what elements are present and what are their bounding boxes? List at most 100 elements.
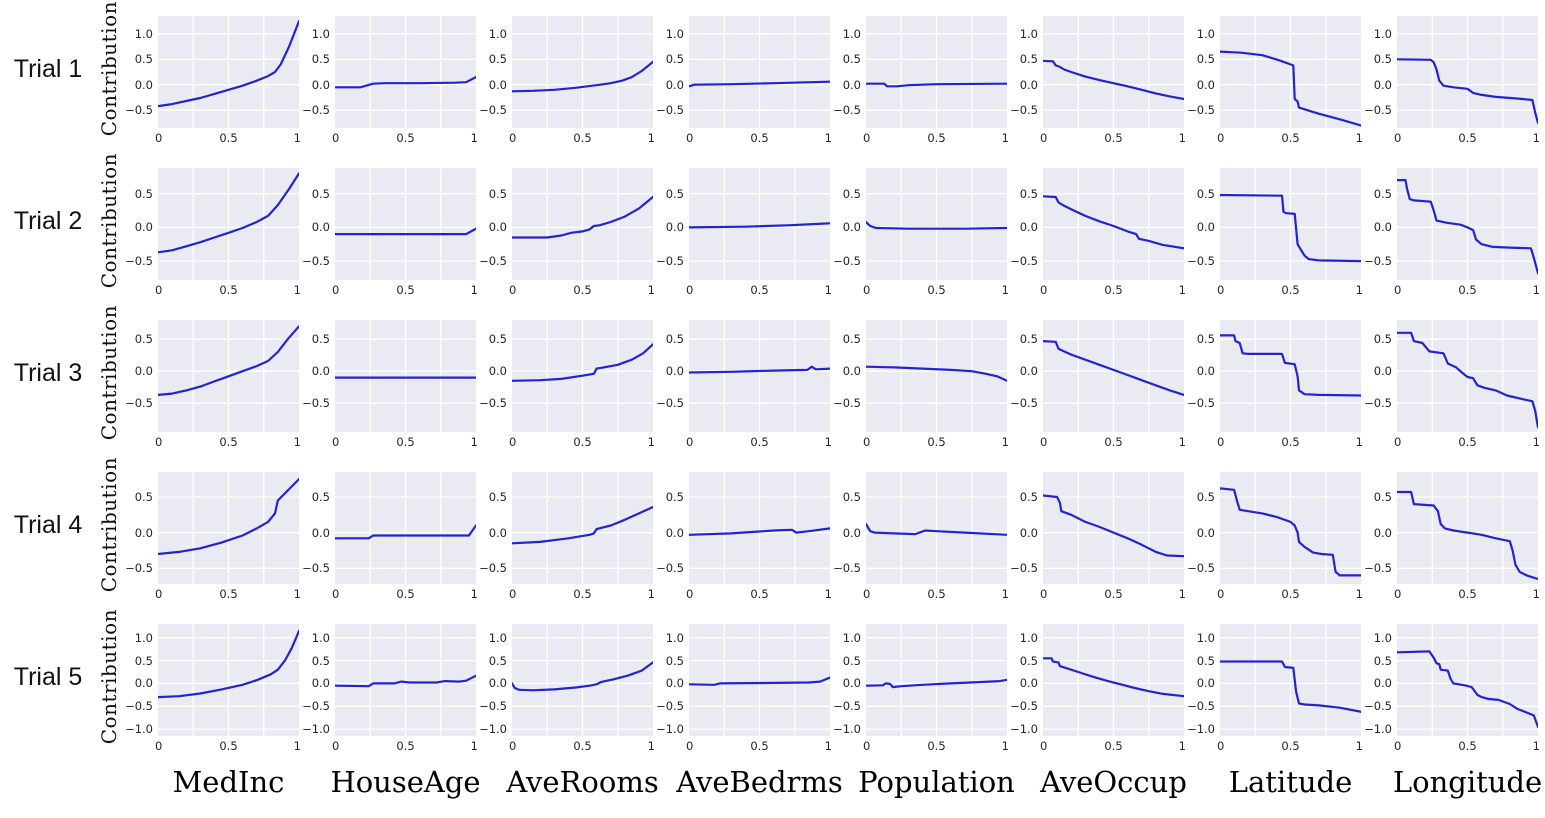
x-tick-label: 0.5: [1281, 435, 1300, 449]
subplot-cell: 0.5 0.0 −0.5 0 0.5 1: [122, 158, 301, 300]
y-tick-label: 0.0: [311, 220, 330, 235]
x-tick-label: 1: [470, 435, 478, 449]
subplot-cell: 0.5 0.0 −0.5 0 0.5 1: [1007, 310, 1186, 452]
line-chart-avebedrms-trial-3: [689, 320, 830, 432]
subplot-cell: 1.0 0.5 0.0 −0.5 0 0.5 1: [830, 6, 1009, 148]
x-tick-labels: 0 0.5 1: [686, 584, 832, 604]
plot-column: 0 0.5 1: [155, 16, 301, 148]
y-tick-label: 0.0: [665, 220, 684, 235]
x-tick-labels: 0 0.5 1: [332, 584, 478, 604]
y-tick-label: −0.5: [125, 699, 153, 714]
y-tick-label: 0.5: [134, 490, 153, 504]
x-tick-labels: 0 0.5 1: [155, 128, 301, 148]
y-tick-label: −0.5: [1364, 699, 1392, 714]
plot-column: 0 0.5 1 Population: [858, 624, 1015, 808]
y-tick-labels: 1.0 0.5 0.0 −0.5 −1.0: [476, 624, 509, 736]
x-tick-labels: 0 0.5 1: [1217, 280, 1363, 300]
trial-label: Trial 5: [13, 662, 83, 691]
x-tick-label: 1: [1178, 283, 1186, 297]
trial-label: Trial 2: [13, 206, 83, 235]
x-tick-labels: 0 0.5 1: [686, 128, 832, 148]
subplot-cell: 0.5 0.0 −0.5 0 0.5 1: [830, 310, 1009, 452]
y-tick-label: 0.0: [1373, 77, 1392, 92]
x-tick-label: 1: [824, 435, 832, 449]
contribution-curve: [512, 343, 653, 382]
y-tick-label: 0.0: [1196, 364, 1215, 379]
y-tick-label: −0.5: [125, 254, 153, 269]
line-chart-population-trial-4: [866, 472, 1007, 584]
y-tick-label: 0.5: [1196, 490, 1215, 504]
plot-column: 0 0.5 1: [686, 472, 832, 604]
x-tick-labels: 0 0.5 1: [332, 432, 478, 452]
y-tick-label: −0.5: [656, 561, 684, 576]
x-tick-label: 1: [824, 283, 832, 297]
plot-column: 0 0.5 1 AveBedrms: [676, 624, 843, 808]
contribution-curve: [866, 82, 1007, 88]
y-tick-labels: 1.0 0.5 0.0 −0.5 −1.0: [830, 624, 863, 736]
x-tick-label: 0.5: [750, 587, 769, 601]
feature-label: Longitude: [1392, 765, 1543, 799]
subplot-cell: 0.5 0.0 −0.5 0 0.5 1: [476, 310, 655, 452]
y-tick-label: 1.0: [665, 630, 684, 645]
subplot-cell: 0.5 0.0 −0.5 0 0.5 1: [1361, 158, 1540, 300]
x-tick-label: 0.5: [927, 435, 946, 449]
y-tick-label: 0.5: [665, 52, 684, 67]
x-tick-label: 0: [686, 587, 694, 601]
y-tick-label: −0.5: [1187, 396, 1215, 411]
y-tick-label: −0.5: [1364, 254, 1392, 269]
contribution-curve: [335, 674, 476, 688]
x-tick-label: 0.5: [219, 435, 238, 449]
line-chart-medinc-trial-3: [158, 320, 299, 432]
x-tick-label: 0.5: [1281, 283, 1300, 297]
y-tick-labels: 0.5 0.0 −0.5: [1007, 472, 1040, 584]
y-tick-label: 0.5: [665, 653, 684, 668]
y-tick-label: 0.0: [1019, 525, 1038, 540]
y-tick-label: 0.5: [311, 332, 330, 347]
x-tick-label: 0: [686, 283, 694, 297]
plot-column: 0 0.5 1: [1040, 320, 1186, 452]
y-tick-label: −0.5: [656, 254, 684, 269]
plot-column: 0 0.5 1: [1217, 472, 1363, 604]
y-tick-label: −0.5: [302, 254, 330, 269]
subplot-cell: 1.0 0.5 0.0 −0.5 0 0.5 1: [1361, 6, 1540, 148]
subplot-cell: 0.5 0.0 −0.5 0 0.5 1: [653, 310, 832, 452]
plot-column: 0 0.5 1: [1394, 320, 1540, 452]
line-chart-avebedrms-trial-1: [689, 16, 830, 128]
y-tick-label: 1.0: [842, 630, 861, 645]
line-chart-averooms-trial-4: [512, 472, 653, 584]
x-tick-label: 0: [1040, 587, 1048, 601]
subplot-cell: 1.0 0.5 0.0 −0.5 0 0.5 1: [122, 6, 301, 148]
y-tick-labels: 0.5 0.0 −0.5: [1361, 320, 1394, 432]
y-tick-label: 0.0: [1373, 220, 1392, 235]
x-tick-label: 1: [1178, 587, 1186, 601]
line-chart-longitude-trial-5: [1397, 624, 1538, 736]
line-chart-aveoccup-trial-3: [1043, 320, 1184, 432]
y-tick-labels: 0.5 0.0 −0.5: [299, 320, 332, 432]
x-tick-label: 0.5: [750, 283, 769, 297]
x-tick-label: 0.5: [573, 131, 592, 145]
x-tick-labels: 0 0.5 1: [1040, 736, 1186, 756]
line-chart-longitude-trial-4: [1397, 472, 1538, 584]
y-tick-label: −0.5: [1364, 561, 1392, 576]
plot-column: 0 0.5 1 Longitude: [1392, 624, 1543, 808]
subplot-cell: 0.5 0.0 −0.5 0 0.5 1: [299, 310, 478, 452]
x-tick-label: 0: [863, 739, 871, 753]
x-tick-labels: 0 0.5 1: [863, 128, 1009, 148]
line-chart-avebedrms-trial-5: [689, 624, 830, 736]
y-tick-labels: 0.5 0.0 −0.5: [122, 168, 155, 280]
x-tick-labels: 0 0.5 1: [155, 432, 301, 452]
x-tick-label: 1: [293, 283, 301, 297]
x-tick-label: 1: [1178, 131, 1186, 145]
plot-column: 0 0.5 1: [155, 320, 301, 452]
x-tick-labels: 0 0.5 1: [1040, 128, 1186, 148]
x-tick-label: 0.5: [1104, 739, 1123, 753]
x-tick-label: 0.5: [1281, 739, 1300, 753]
x-tick-label: 1: [647, 131, 655, 145]
line-chart-latitude-trial-1: [1220, 16, 1361, 128]
x-tick-labels: 0 0.5 1: [509, 128, 655, 148]
plot-column: 0 0.5 1 MedInc: [155, 624, 301, 808]
x-tick-label: 0.5: [1281, 587, 1300, 601]
x-tick-label: 0: [1040, 435, 1048, 449]
y-tick-label: −0.5: [1010, 699, 1038, 714]
